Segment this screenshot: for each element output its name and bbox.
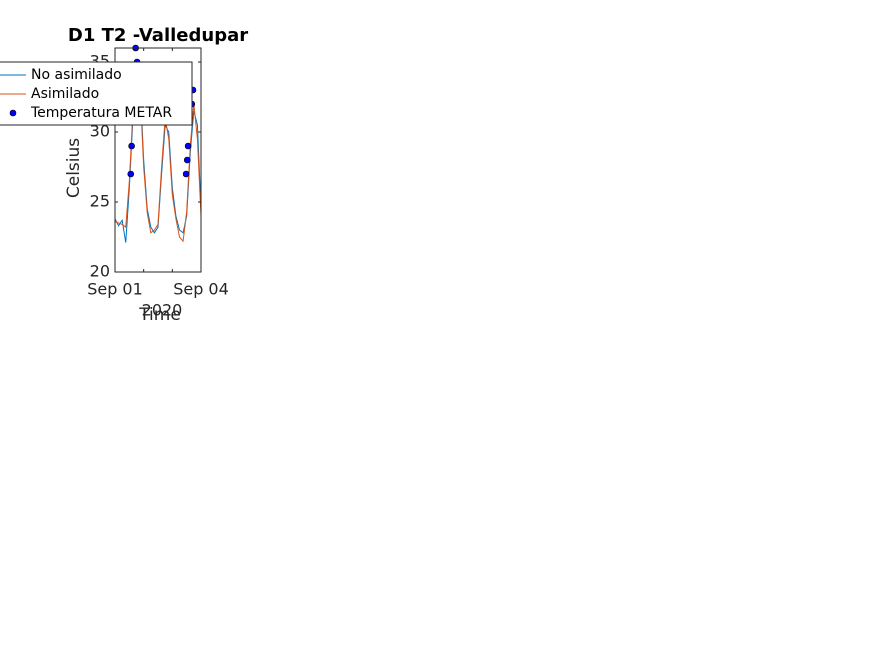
y-axis-label: Celsius — [64, 138, 84, 198]
y-tick-label: 30 — [90, 122, 110, 141]
point — [127, 170, 135, 178]
point — [182, 170, 190, 178]
legend-label: No asimilado — [31, 67, 122, 83]
legend: No asimilado Asimilado Temperatura METAR — [0, 61, 193, 126]
point — [184, 142, 192, 150]
legend-swatch — [9, 109, 17, 117]
legend-label: Temperatura METAR — [30, 105, 172, 121]
y-tick-label: 20 — [90, 262, 110, 281]
x-axis-label: Time — [138, 305, 181, 325]
x-tick-label: Sep 04 — [173, 280, 229, 299]
axes-box — [114, 47, 202, 273]
plot — [115, 61, 201, 243]
legend-label: Asimilado — [31, 86, 99, 102]
legend-box — [0, 61, 193, 126]
x-axis-sublabel: 2020 — [142, 301, 183, 320]
x-tick-label: Sep 01 — [87, 280, 143, 299]
line — [115, 61, 201, 243]
y-tick-label: 25 — [90, 192, 110, 211]
point — [128, 142, 135, 150]
line — [115, 68, 201, 243]
point — [183, 156, 191, 164]
chart-title: D1 T2 -Valledupar — [68, 25, 248, 46]
